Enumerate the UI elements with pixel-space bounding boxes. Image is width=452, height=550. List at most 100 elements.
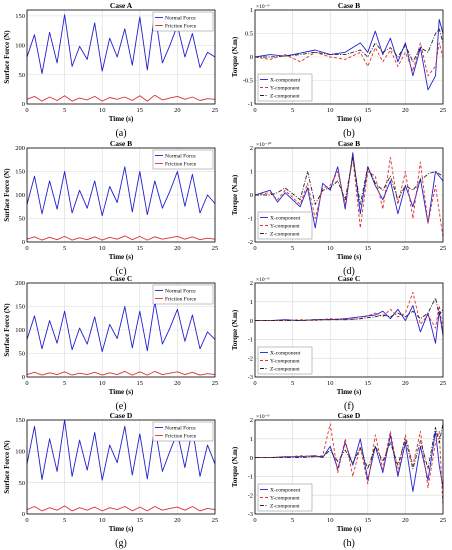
y-tick-label: 2	[250, 417, 253, 424]
y-tick-label: 0	[250, 192, 253, 199]
x-tick-label: 25	[440, 517, 447, 524]
x-axis-label: Time (s)	[337, 525, 362, 533]
x-axis-label: Time (s)	[109, 115, 134, 123]
panel-label-g: (g)	[115, 538, 127, 549]
chart-panel-d: 0 5 10 15 20 25 -2 -1 0 1 2×10⁻¹⁰ Case B Time (s) Tor…	[231, 139, 446, 261]
series-line-e-0	[26, 301, 216, 353]
x-tick-label: 15	[137, 380, 144, 387]
y-tick-label: 200	[15, 280, 25, 287]
x-axis-label: Time (s)	[337, 115, 362, 123]
x-tick-label: 0	[25, 380, 28, 387]
x-tick-label: 15	[137, 245, 144, 252]
legend-entry: Normal Force	[165, 154, 196, 160]
series-line-d-0	[254, 152, 444, 229]
y-tick-label: 100	[15, 327, 25, 334]
y-tick-label: 100	[15, 192, 25, 199]
x-tick-label: 25	[440, 245, 447, 252]
x-axis-label: Time (s)	[109, 525, 134, 533]
x-tick-label: 10	[99, 245, 106, 252]
legend-entry: Y-component	[270, 496, 300, 502]
plot-frame	[254, 282, 444, 378]
x-tick-label: 5	[63, 107, 66, 114]
y-axis-label: Surface Force (N)	[3, 168, 11, 222]
x-axis-label: Time (s)	[337, 388, 362, 396]
x-tick-label: 0	[25, 245, 28, 252]
y-axis-label: Torque (N.m)	[231, 309, 239, 350]
plot-frame	[26, 147, 216, 243]
series-line-a-1	[26, 94, 216, 102]
legend-entry: Normal Force	[165, 16, 196, 22]
legend-entry: Friction Force	[165, 297, 197, 303]
y-tick-label: 0.5	[245, 31, 253, 38]
x-tick-label: 5	[63, 245, 66, 252]
chart-title: Case D	[338, 411, 361, 420]
x-tick-label: 20	[402, 380, 409, 387]
y-tick-label: 50	[19, 216, 26, 223]
legend-entry: X-component	[270, 488, 301, 494]
y-tick-label: 0	[250, 455, 253, 462]
y-tick-label: -2	[248, 239, 253, 246]
panel-label-d: (d)	[343, 266, 355, 277]
y-axis-label: Torque (N.m)	[231, 36, 239, 77]
series-line-f-2	[255, 297, 444, 322]
y-axis-label: Torque (N.m)	[231, 446, 239, 487]
x-tick-label: 15	[365, 107, 372, 114]
x-tick-label: 20	[402, 107, 409, 114]
y-tick-label: 50	[19, 72, 26, 79]
x-axis-label: Time (s)	[109, 388, 134, 396]
series-line-f-0	[255, 305, 444, 344]
chart-title: Case B	[110, 139, 132, 148]
x-tick-label: 15	[137, 107, 144, 114]
x-tick-label: 25	[212, 107, 219, 114]
series-line-d-2	[255, 156, 444, 205]
y-tick-label: 0	[22, 239, 25, 246]
x-tick-label: 25	[212, 245, 219, 252]
x-tick-label: 15	[365, 380, 372, 387]
y-tick-label: 0	[22, 374, 25, 381]
chart-title: Case C	[338, 274, 361, 283]
plot-frame	[26, 419, 216, 515]
axis-exponent: ×10⁻⁹	[256, 277, 270, 283]
panel-label-a: (a)	[115, 128, 126, 139]
chart-panel-e: 0 5 10 15 20 25 0 50 100 150 200 Case C Time (s) Surf…	[3, 274, 218, 396]
panel-label-b: (b)	[343, 128, 355, 139]
x-axis-label: Time (s)	[337, 253, 362, 261]
x-tick-label: 25	[440, 107, 447, 114]
y-tick-label: -3	[248, 511, 253, 518]
legend-box	[152, 149, 214, 170]
x-tick-label: 10	[99, 517, 106, 524]
y-tick-label: -0.5	[243, 78, 253, 85]
series-line-e-1	[26, 370, 216, 376]
chart-panel-c: 0 5 10 15 20 25 0 50 100 150 200 Case B Time (s) Surf…	[3, 139, 218, 261]
axis-exponent: ×10⁻⁹	[256, 4, 270, 10]
y-tick-label: 50	[19, 351, 26, 358]
chart-title: Case A	[110, 1, 133, 10]
x-tick-label: 20	[174, 107, 181, 114]
y-axis-label: Surface Force (N)	[3, 303, 11, 357]
chart-title: Case C	[110, 274, 133, 283]
y-tick-label: -2	[248, 355, 253, 362]
legend-box	[152, 11, 214, 32]
panel-label-e: (e)	[115, 401, 126, 412]
plot-frame	[26, 282, 216, 378]
y-tick-label: -1	[248, 474, 253, 481]
x-tick-label: 20	[402, 517, 409, 524]
y-tick-label: 150	[15, 13, 25, 20]
legend: Normal Force Friction Force	[152, 284, 214, 305]
x-tick-label: 10	[99, 107, 106, 114]
panel-label-f: (f)	[344, 401, 354, 412]
x-tick-label: 15	[365, 517, 372, 524]
x-tick-label: 10	[99, 380, 106, 387]
legend-entry: Friction Force	[165, 434, 197, 440]
legend: X-component Y-component Z-component	[257, 483, 313, 512]
series-line-g-0	[26, 419, 216, 481]
x-tick-label: 5	[63, 380, 66, 387]
chart-panel-a: 0 5 10 15 20 25 0 50 100 150 Case A Time (s) Surface…	[3, 1, 218, 123]
series-line-b-0	[254, 18, 444, 91]
x-tick-label: 15	[365, 245, 372, 252]
y-tick-label: -3	[248, 374, 253, 381]
series-line-h-2	[255, 423, 444, 470]
x-tick-label: 25	[212, 380, 219, 387]
legend-entry: Normal Force	[165, 289, 196, 295]
